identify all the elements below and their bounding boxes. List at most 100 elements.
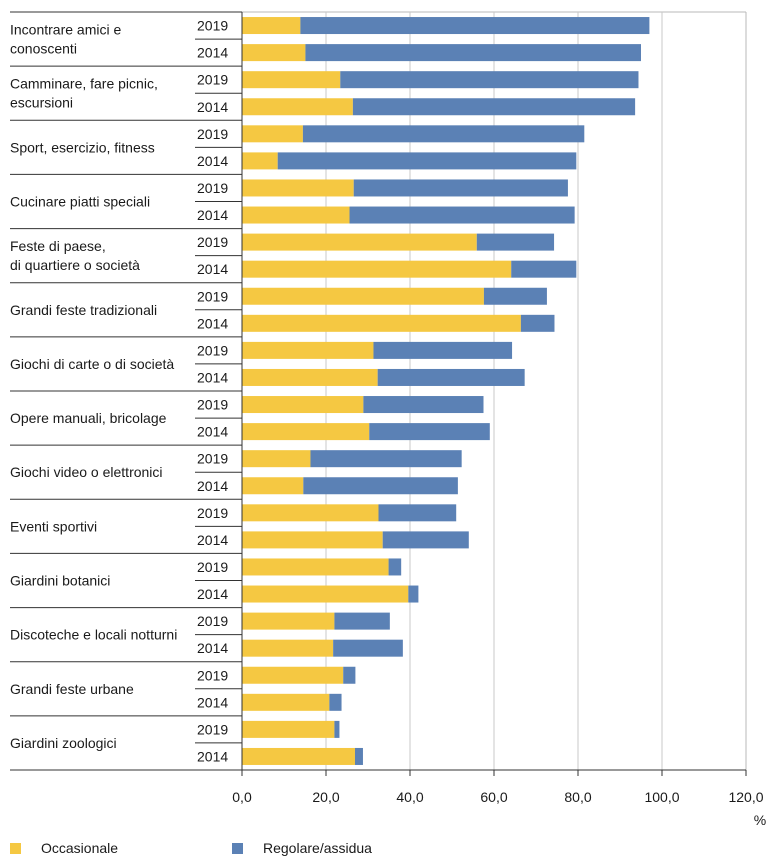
year-label: 2014 [197, 640, 228, 656]
category-label: Opere manuali, bricolage [10, 410, 167, 426]
x-tick-label: 0,0 [232, 789, 252, 805]
bar-occasionale [242, 44, 306, 62]
year-label: 2014 [197, 532, 228, 548]
bar-regolare [352, 98, 636, 116]
bar-occasionale [242, 693, 330, 711]
bar-regolare [369, 423, 490, 441]
bar-occasionale [242, 666, 344, 684]
category-label: Giardini botanici [10, 573, 110, 589]
x-tick-label: 120,0 [728, 789, 763, 805]
year-label: 2019 [197, 180, 228, 196]
year-label: 2014 [197, 207, 228, 223]
year-label: 2014 [197, 694, 228, 710]
bar-regolare [378, 504, 457, 522]
bar-regolare [300, 17, 650, 35]
bar-regolare [334, 720, 340, 738]
year-label: 2019 [197, 667, 228, 683]
year-label: 2019 [197, 397, 228, 413]
bar-regolare [349, 206, 575, 224]
bar-regolare [353, 179, 568, 197]
bar-occasionale [242, 206, 350, 224]
year-label: 2014 [197, 99, 228, 115]
year-label: 2014 [197, 261, 228, 277]
bar-occasionale [242, 125, 303, 143]
bar-regolare [340, 71, 639, 89]
category-label: Eventi sportivi [10, 518, 97, 534]
bar-regolare [363, 396, 484, 414]
bar-occasionale [242, 477, 304, 495]
bar-regolare [382, 531, 469, 549]
bar-occasionale [242, 17, 301, 35]
x-tick-label: 60,0 [480, 789, 507, 805]
bar-regolare [310, 450, 462, 468]
legend-label-occasionale: Occasionale [41, 840, 119, 856]
category-label: Feste di paese, [10, 238, 106, 254]
bar-occasionale [242, 368, 378, 386]
bar-regolare [334, 612, 390, 630]
bar-regolare [377, 368, 525, 386]
year-label: 2019 [197, 721, 228, 737]
year-label: 2019 [197, 288, 228, 304]
year-label: 2014 [197, 45, 228, 61]
category-label: Grandi feste urbane [10, 681, 134, 697]
bar-regolare [483, 287, 547, 305]
year-label: 2014 [197, 369, 228, 385]
bar-regolare [511, 260, 577, 278]
year-label: 2019 [197, 342, 228, 358]
legend-swatch-occasionale [10, 842, 21, 854]
category-label: Sport, esercizio, fitness [10, 139, 155, 155]
category-label: escursioni [10, 95, 73, 111]
bar-regolare [305, 44, 641, 62]
bar-regolare [329, 693, 342, 711]
bar-regolare [373, 341, 513, 359]
year-label: 2014 [197, 153, 228, 169]
bar-occasionale [242, 341, 374, 359]
bar-occasionale [242, 396, 364, 414]
bar-occasionale [242, 450, 311, 468]
legend-swatch-regolare [232, 842, 243, 854]
year-label: 2019 [197, 234, 228, 250]
x-axis-label: % [754, 812, 766, 828]
bar-occasionale [242, 287, 484, 305]
bar-regolare [476, 233, 555, 251]
category-label: Camminare, fare picnic, [10, 76, 158, 92]
legend-label-regolare: Regolare/assidua [263, 840, 372, 856]
bar-regolare [302, 125, 585, 143]
bar-regolare [354, 747, 363, 765]
year-label: 2019 [197, 126, 228, 142]
category-label: Giardini zoologici [10, 735, 117, 751]
bar-occasionale [242, 314, 521, 332]
bar-regolare [408, 585, 419, 603]
bar-occasionale [242, 260, 512, 278]
bar-occasionale [242, 504, 379, 522]
year-label: 2019 [197, 505, 228, 521]
year-label: 2019 [197, 18, 228, 34]
category-label: Giochi video o elettronici [10, 464, 163, 480]
year-label: 2019 [197, 451, 228, 467]
year-label: 2019 [197, 72, 228, 88]
year-label: 2014 [197, 586, 228, 602]
bar-occasionale [242, 747, 355, 765]
bar-regolare [303, 477, 458, 495]
bar-occasionale [242, 71, 341, 89]
category-label: Discoteche e locali notturni [10, 627, 177, 643]
year-label: 2014 [197, 478, 228, 494]
category-label: Cucinare piatti speciali [10, 194, 150, 210]
category-label: conoscenti [10, 41, 77, 57]
bar-occasionale [242, 585, 409, 603]
bar-occasionale [242, 558, 389, 576]
bar-occasionale [242, 423, 370, 441]
bar-occasionale [242, 531, 383, 549]
bar-regolare [520, 314, 555, 332]
year-label: 2014 [197, 748, 228, 764]
bar-occasionale [242, 639, 334, 657]
category-label: Grandi feste tradizionali [10, 302, 157, 318]
x-tick-label: 80,0 [564, 789, 591, 805]
bar-regolare [277, 152, 577, 170]
year-label: 2019 [197, 613, 228, 629]
bar-occasionale [242, 179, 354, 197]
bar-occasionale [242, 98, 353, 116]
bar-occasionale [242, 612, 335, 630]
year-label: 2014 [197, 315, 228, 331]
chart: 0,0 20,0 40,0 60,0 80,0 100,0 120,0% Incontrare… [10, 11, 766, 828]
